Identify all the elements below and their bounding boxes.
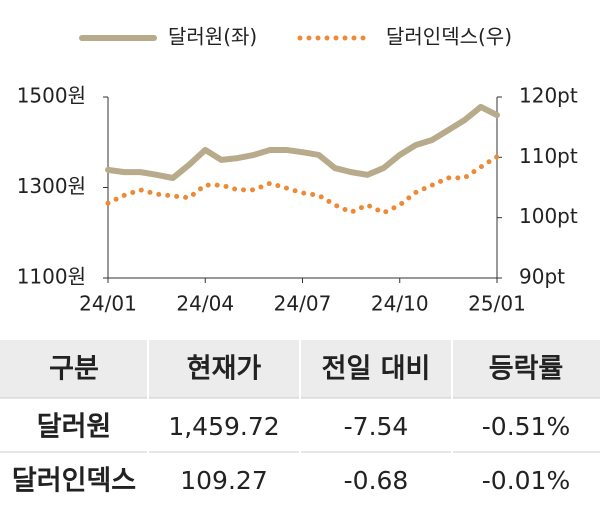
x-tick-label: 25/01 bbox=[468, 292, 526, 316]
table-header: 구분 bbox=[49, 354, 99, 385]
y2-tick-label: 110pt bbox=[519, 144, 578, 168]
table-cell: -0.68 bbox=[344, 466, 409, 495]
table-cell: -0.51% bbox=[482, 412, 570, 441]
y2-tick-label: 90pt bbox=[519, 265, 565, 289]
table-cell: 109.27 bbox=[180, 466, 267, 495]
x-tick-label: 24/01 bbox=[79, 292, 137, 316]
y2-tick-label: 100pt bbox=[519, 204, 578, 228]
legend-label: 달러원(좌) bbox=[168, 25, 257, 49]
table-cell: -0.01% bbox=[482, 466, 570, 495]
y-tick-label: 1300원 bbox=[17, 174, 86, 198]
data-line bbox=[105, 154, 500, 216]
table-header: 현재가 bbox=[187, 354, 262, 385]
y-tick-label: 1500원 bbox=[17, 84, 86, 108]
legend-label: 달러인덱스(우) bbox=[386, 25, 512, 49]
x-tick-label: 24/07 bbox=[274, 292, 332, 316]
table-cell: -7.54 bbox=[344, 412, 409, 441]
y2-tick-label: 120pt bbox=[519, 84, 578, 108]
table-header: 전일 대비 bbox=[322, 354, 431, 385]
table-cell: 달러인덱스 bbox=[12, 466, 136, 497]
table-header: 등락률 bbox=[489, 354, 564, 385]
x-tick-label: 24/10 bbox=[371, 292, 429, 316]
y-tick-label: 1100원 bbox=[17, 265, 86, 289]
table-cell: 1,459.72 bbox=[168, 412, 279, 441]
data-line bbox=[105, 103, 500, 181]
x-tick-label: 24/04 bbox=[176, 292, 234, 316]
table-cell: 달러원 bbox=[37, 412, 112, 443]
